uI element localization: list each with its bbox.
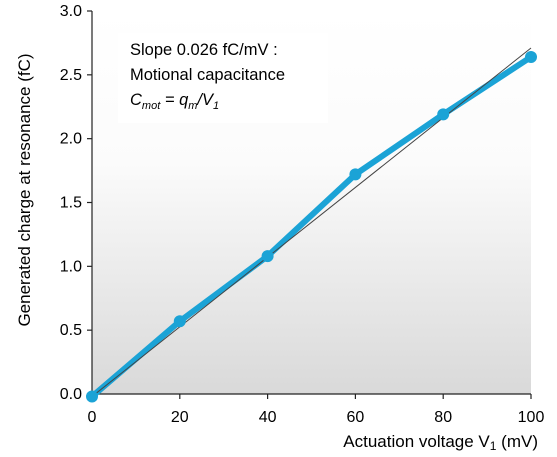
- qm-subscript: m: [188, 100, 197, 112]
- measured-data-point: [173, 315, 186, 328]
- x-tick-label: 40: [259, 409, 277, 426]
- x-axis-label-unit: (mV): [496, 432, 538, 451]
- annotation-box: Slope 0.026 fC/mV : Motional capacitance…: [118, 33, 328, 123]
- cmot-symbol: C: [130, 91, 142, 109]
- fit-line: [91, 47, 532, 397]
- x-tick-label: 80: [434, 409, 452, 426]
- x-tick-label: 20: [171, 409, 189, 426]
- y-ticks: 0.0 0.5 1.0 1.5 2.0 2.5 3.0: [60, 3, 92, 403]
- measured-series-line: [89, 53, 534, 400]
- x-tick-label: 60: [347, 409, 365, 426]
- x-ticks: 0 20 40 60 80 100: [88, 394, 545, 426]
- y-axis-label: Generated charge at resonance (fC): [15, 53, 34, 326]
- equation-divide-v: /V: [196, 91, 215, 109]
- x-tick-label: 100: [518, 409, 545, 426]
- y-tick-label: 2.5: [60, 67, 82, 84]
- equation-equals-q: = q: [160, 91, 189, 109]
- cmot-subscript: mot: [142, 100, 161, 112]
- y-tick-label: 3.0: [60, 3, 82, 20]
- v1-subscript: 1: [213, 100, 219, 112]
- measured-data-point: [261, 250, 274, 263]
- y-tick-label: 0.0: [60, 386, 82, 403]
- series-layer: [86, 47, 537, 403]
- y-tick-label: 2.0: [60, 131, 82, 148]
- measured-data-point: [525, 50, 537, 63]
- annotation-line-2: Motional capacitance: [130, 66, 285, 84]
- x-tick-label: 0: [88, 409, 97, 426]
- measured-data-point: [86, 390, 98, 403]
- measured-data-point: [437, 108, 450, 121]
- x-axis-label: Actuation voltage V1 (mV): [343, 432, 538, 453]
- annotation-line-3: Cmot = qm/V1: [130, 91, 219, 112]
- y-tick-label: 1.0: [60, 258, 82, 275]
- y-tick-label: 1.5: [60, 195, 82, 212]
- annotation-background: [118, 33, 328, 123]
- x-axis-label-sub: 1: [490, 439, 497, 453]
- y-tick-label: 0.5: [60, 322, 82, 339]
- measured-data-point: [349, 168, 362, 181]
- x-axis-label-main: Actuation voltage V: [343, 432, 490, 451]
- annotation-line-1: Slope 0.026 fC/mV :: [130, 41, 278, 59]
